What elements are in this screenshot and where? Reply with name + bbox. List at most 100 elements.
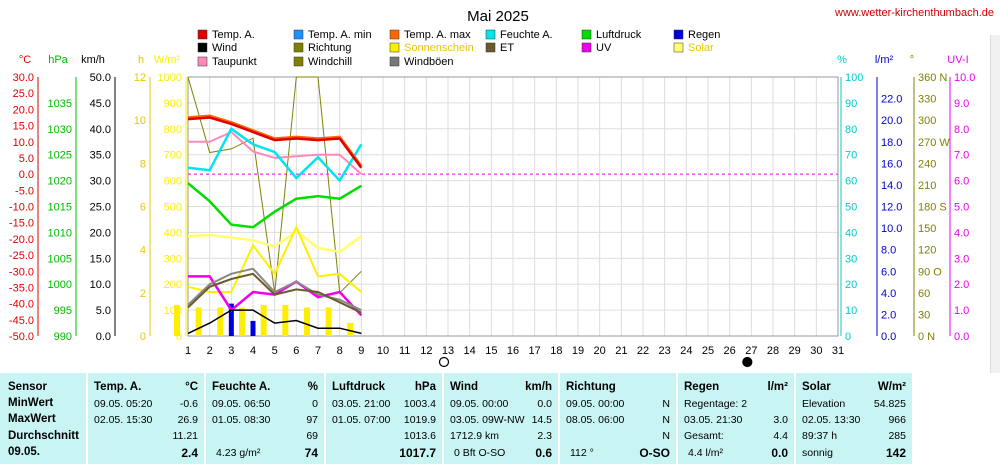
legend-label: UV bbox=[596, 42, 612, 54]
humidity-tick-label: 30 bbox=[845, 253, 857, 265]
wind-current-value: 0.6 bbox=[535, 446, 552, 460]
series-line-temp-a- bbox=[187, 116, 363, 169]
x-tick-label: 1 bbox=[185, 345, 191, 357]
pressure-tick-label: 1035 bbox=[48, 98, 72, 110]
x-tick-label: 13 bbox=[442, 345, 454, 357]
sunshine-tick-label: 0 bbox=[140, 331, 146, 343]
pressure-min-time: 03.05. 21:00 bbox=[332, 398, 391, 410]
uv-axis-unit: UV-I bbox=[947, 54, 968, 66]
legend-label: Richtung bbox=[308, 42, 351, 54]
wind-tick-label: 30.0 bbox=[90, 176, 111, 188]
chart-title: Mai 2025 bbox=[467, 8, 529, 25]
uv-tick-label: 4.0 bbox=[954, 227, 969, 239]
wind-tick-label: 5.0 bbox=[96, 305, 111, 317]
pressure-current-value: 1017.7 bbox=[399, 446, 436, 460]
rain-today: 4.4 l/m² bbox=[688, 447, 724, 459]
direction-tick-label: 270 W bbox=[918, 137, 950, 149]
humidity-tick-label: 80 bbox=[845, 124, 857, 136]
pressure-tick-label: 1000 bbox=[48, 279, 72, 291]
uv-tick-label: 7.0 bbox=[954, 150, 969, 162]
row-label-max: MaxWert bbox=[8, 413, 56, 425]
sunshine-tick-label: 4 bbox=[140, 245, 146, 257]
website-link[interactable]: www.wetter-kirchenthumbach.de bbox=[834, 7, 994, 19]
uv-tick-label: 0.0 bbox=[954, 331, 969, 343]
series-line-feuchte-a- bbox=[187, 126, 363, 183]
legend-label: Taupunkt bbox=[212, 56, 257, 68]
solar-elevation-value: 54.825 bbox=[873, 398, 906, 410]
x-tick-label: 5 bbox=[272, 345, 278, 357]
direction-degrees: 112 ° bbox=[570, 447, 594, 459]
temp-tick-label: -25.0 bbox=[9, 250, 34, 262]
x-tick-label: 20 bbox=[594, 345, 606, 357]
direction-min-time: 09.05. 00:00 bbox=[566, 398, 625, 410]
temp-axis-unit: °C bbox=[19, 54, 31, 66]
legend-swatch bbox=[389, 42, 400, 53]
rain-bar bbox=[250, 320, 256, 336]
direction-tick-label: 240 bbox=[918, 158, 936, 170]
solar-tick-label: 500 bbox=[164, 202, 182, 214]
wind-beaufort: 0 Bft O-SO bbox=[454, 447, 506, 459]
row-label-date: 09.05. bbox=[8, 446, 40, 458]
solar-axis-unit: W/m² bbox=[154, 54, 181, 66]
x-tick-label: 22 bbox=[637, 345, 649, 357]
rain-unit: l/m² bbox=[767, 381, 788, 393]
sunshine-tick-label: 12 bbox=[134, 72, 146, 84]
uv-tick-label: 8.0 bbox=[954, 124, 969, 136]
wind-tick-label: 40.0 bbox=[90, 124, 111, 136]
solar-max-value: 966 bbox=[888, 414, 906, 426]
weather-chart: Mai 2025 www.wetter-kirchenthumbach.de T… bbox=[9, 7, 994, 368]
uv-tick-label: 5.0 bbox=[954, 202, 969, 214]
sunshine-bar bbox=[217, 307, 224, 336]
legend-swatch bbox=[673, 29, 684, 40]
humidity-tick-label: 90 bbox=[845, 98, 857, 110]
pressure-tick-label: 990 bbox=[54, 331, 72, 343]
pressure-tick-label: 1020 bbox=[48, 176, 72, 188]
pressure-tick-label: 1030 bbox=[48, 124, 72, 136]
legend-swatch bbox=[485, 42, 496, 53]
solar-tick-label: 0 bbox=[176, 331, 182, 343]
x-tick-label: 27 bbox=[745, 345, 757, 357]
rain-tick-label: 20.0 bbox=[881, 115, 902, 127]
direction-max-time: 08.05. 06:00 bbox=[566, 414, 625, 426]
rain-tick-label: 0.0 bbox=[881, 331, 896, 343]
rain-tick-label: 6.0 bbox=[881, 266, 896, 278]
humidity-tick-label: 70 bbox=[845, 150, 857, 162]
legend-swatch bbox=[581, 29, 592, 40]
wind-distance: 1712.9 km bbox=[450, 430, 500, 442]
wind-min-value: 0.0 bbox=[537, 398, 552, 410]
humidity-tick-label: 20 bbox=[845, 279, 857, 291]
wind-tick-label: 45.0 bbox=[90, 98, 111, 110]
legend-label: Windchill bbox=[308, 56, 352, 68]
humidity-tick-label: 100 bbox=[845, 72, 863, 84]
series-line-taupunkt bbox=[188, 130, 362, 175]
pressure-tick-label: 995 bbox=[54, 305, 72, 317]
vertical-scrollbar[interactable] bbox=[990, 35, 1000, 375]
pressure-max-value: 1019.9 bbox=[403, 414, 436, 426]
legend-swatch bbox=[293, 29, 304, 40]
wind-tick-label: 20.0 bbox=[90, 227, 111, 239]
humidity-current-value: 74 bbox=[304, 446, 318, 460]
temp-max-value: 26.9 bbox=[177, 414, 198, 426]
wind-tick-label: 25.0 bbox=[90, 202, 111, 214]
legend-swatch bbox=[673, 42, 684, 53]
x-tick-label: 30 bbox=[810, 345, 822, 357]
legend-label: Temp. A. min bbox=[308, 29, 372, 41]
sunshine-bar bbox=[282, 304, 289, 336]
direction-tick-label: 30 bbox=[918, 309, 930, 321]
temp-tick-label: 20.0 bbox=[13, 104, 34, 116]
direction-tick-label: 300 bbox=[918, 115, 936, 127]
rain-total-value: 4.4 bbox=[773, 430, 788, 442]
temp-min-time: 09.05. 05:20 bbox=[94, 398, 153, 410]
rain-tick-label: 14.0 bbox=[881, 180, 902, 192]
solar-weather: sonnig bbox=[802, 447, 833, 459]
x-tick-label: 19 bbox=[572, 345, 584, 357]
row-label-min: MinWert bbox=[8, 397, 54, 409]
sunshine-bar bbox=[260, 304, 267, 336]
temp-current-value: 2.4 bbox=[181, 446, 198, 460]
rain-total-label: Gesamt: bbox=[684, 430, 724, 442]
rain-header: Regen bbox=[684, 381, 720, 393]
x-tick-label: 8 bbox=[337, 345, 343, 357]
series-line-sonnenschein bbox=[187, 224, 362, 293]
humidity-axis-unit: % bbox=[837, 54, 847, 66]
wind-tick-label: 50.0 bbox=[90, 72, 111, 84]
